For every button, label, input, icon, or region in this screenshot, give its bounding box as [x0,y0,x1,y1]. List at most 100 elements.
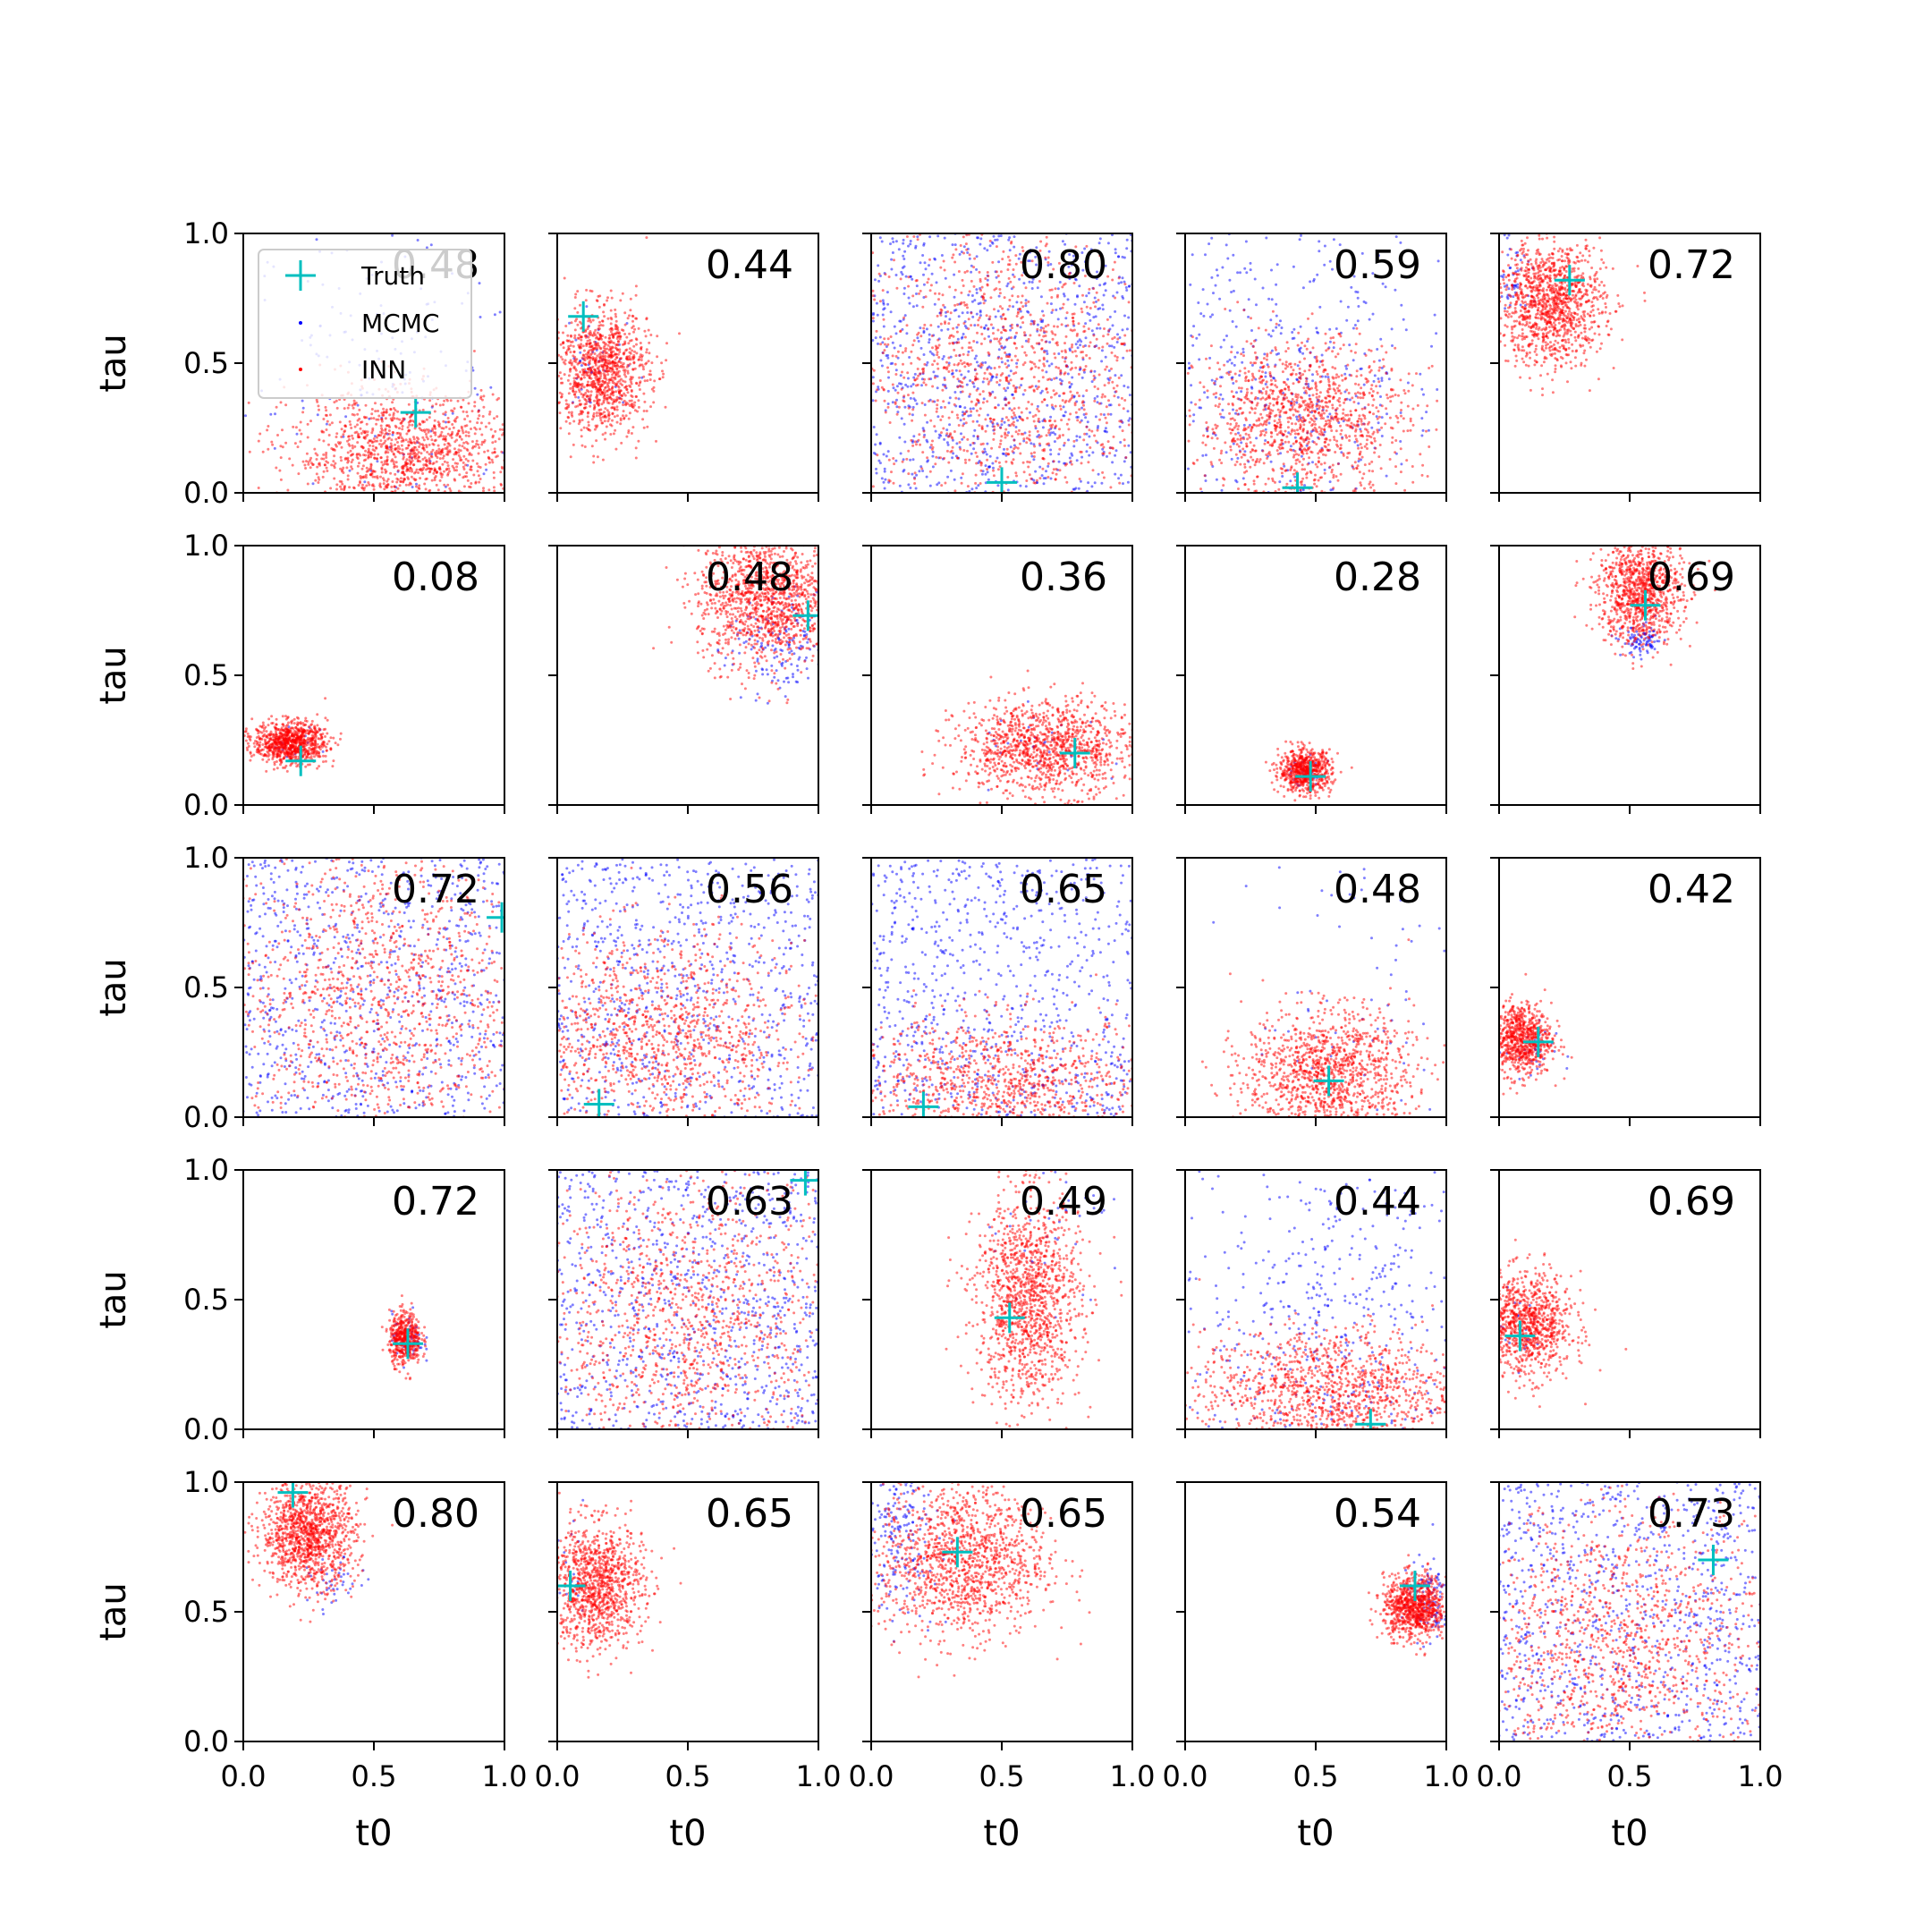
mcmc-point [1255,303,1258,307]
mcmc-point [973,324,977,327]
mcmc-point [992,466,995,470]
inn-point [628,357,631,360]
inn-point [628,399,631,402]
mcmc-point [932,370,936,374]
inn-point [965,362,969,366]
inn-point [1355,326,1359,330]
inn-point [614,327,617,331]
inn-point [645,348,648,352]
mcmc-point [902,469,906,471]
inn-point [1266,352,1269,356]
inn-point [965,410,969,413]
inn-point [983,371,987,375]
inn-point [1085,425,1089,428]
mcmc-point [1420,417,1424,420]
inn-point [619,357,622,360]
mcmc-point [1238,374,1241,377]
inn-point [611,373,614,377]
mcmc-point [970,452,973,455]
inn-point [476,462,479,465]
inn-point [1082,369,1086,372]
inn-point [635,317,639,320]
inn-point [467,402,470,405]
inn-point [585,389,589,392]
inn-point [301,411,305,414]
inn-point [396,487,400,490]
inn-point [279,445,283,448]
inn-point [601,415,605,419]
inn-point [484,425,487,428]
inn-point [1051,423,1055,427]
inn-point [1031,346,1035,350]
inn-point [441,473,445,476]
mcmc-point [965,383,969,386]
inn-point [951,436,954,440]
mcmc-point [999,234,1003,238]
inn-point [979,393,982,396]
inn-point [371,440,375,444]
inn-point [993,425,996,428]
inn-point [1070,462,1073,466]
inn-point [382,407,386,411]
mcmc-point [1356,291,1360,294]
inn-point [413,452,417,455]
inn-point [601,324,605,327]
mcmc-point [1112,294,1115,298]
inn-point [873,298,877,301]
inn-point [473,401,477,404]
inn-point [617,331,621,335]
inn-point [612,432,615,436]
mcmc-point [1249,268,1252,272]
inn-point [993,308,996,311]
inn-point [589,318,592,322]
mcmc-point [902,258,906,260]
inn-point [369,455,373,459]
inn-point [1081,356,1085,360]
inn-point [1014,262,1018,266]
inn-point [370,431,374,435]
mcmc-point [1034,255,1038,258]
inn-point [1033,451,1036,454]
inn-point [436,444,440,447]
mcmc-point [921,427,925,430]
inn-point [1028,461,1031,464]
inn-point [1087,254,1090,258]
mcmc-point [882,302,886,306]
inn-point [317,481,320,484]
inn-point [417,451,420,454]
inn-point [367,447,370,451]
panel-points [871,233,1132,493]
mcmc-point [415,482,418,486]
inn-point [975,462,979,465]
inn-point [482,394,486,398]
inn-point [1042,335,1046,338]
mcmc-point [1199,406,1203,410]
inn-point [440,430,444,434]
inn-point [1085,353,1089,357]
inn-point [951,445,954,449]
inn-point [425,436,428,438]
inn-point [369,444,371,447]
inn-point [1027,300,1030,303]
inn-point [996,275,1000,277]
inn-point [448,444,452,447]
inn-point [413,471,416,475]
inn-point [604,360,607,364]
inn-point [572,351,576,353]
inn-point [377,418,380,421]
mcmc-point [580,364,583,368]
inn-point [397,445,400,448]
inn-point [639,342,642,344]
inn-point [402,453,406,456]
inn-point [630,388,633,392]
inn-point [998,305,1002,309]
mcmc-point [912,397,916,401]
inn-point [1051,471,1055,475]
mcmc-point [1208,356,1212,360]
inn-point [428,489,431,493]
inn-point [974,481,978,485]
inn-point [1043,398,1046,402]
mcmc-point [909,458,912,462]
mcmc-point [1039,295,1043,299]
panel-1-2: 0.44 [548,233,819,502]
